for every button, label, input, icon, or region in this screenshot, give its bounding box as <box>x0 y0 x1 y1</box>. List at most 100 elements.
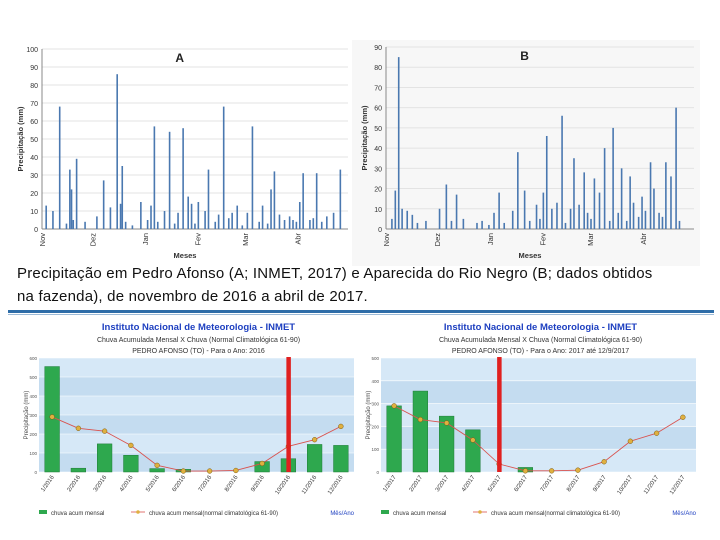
x-tick-label: Fev <box>539 233 548 246</box>
plot-band <box>381 403 696 427</box>
y-tick-label: 80 <box>30 83 38 90</box>
x-tick-label: Dez <box>433 233 442 247</box>
data-bar <box>493 212 495 229</box>
data-bar <box>612 127 614 229</box>
x-tick-label: 1/2017 <box>382 474 398 493</box>
data-bar <box>58 106 61 229</box>
normal-marker <box>601 459 607 465</box>
data-bar <box>517 152 519 229</box>
y-tick-label: 0 <box>34 470 37 475</box>
chart-b: 0 10 20 30 40 50 60 70 80 90 Nov Dez Jan Fev Mar Abr Mes… <box>352 40 700 266</box>
y-tick-label: 400 <box>29 394 37 399</box>
x-tick-label: Abr <box>639 232 648 244</box>
y-tick-label: 80 <box>374 65 382 72</box>
plot-band <box>39 434 354 453</box>
data-bar <box>131 225 134 229</box>
data-bar <box>270 189 272 229</box>
y-tick-label: 90 <box>374 45 382 52</box>
x-tick-label: 1/2016 <box>40 474 56 493</box>
data-bar <box>455 194 458 229</box>
data-bar <box>339 169 342 229</box>
chart-d: Instituto Nacional de Meteorologia - INM… <box>366 322 697 517</box>
monthly-bar <box>307 444 323 473</box>
data-bar <box>119 203 122 229</box>
plot-band <box>381 426 696 450</box>
x-tick-label: Jan <box>486 233 495 245</box>
data-bar <box>545 135 548 229</box>
x-tick-label: 12/2017 <box>669 474 687 496</box>
data-bar <box>207 169 210 229</box>
normal-marker <box>443 420 450 426</box>
data-bar <box>295 221 298 229</box>
y-tick-label: 500 <box>29 375 37 380</box>
y-tick-label: 60 <box>374 106 382 113</box>
data-bar <box>450 220 453 229</box>
data-bar <box>69 169 71 229</box>
data-bar <box>391 218 393 229</box>
x-tick-label: 4/2017 <box>461 474 477 493</box>
data-bar <box>590 218 592 229</box>
caption-line-2: na fazenda), de novembro de 2016 a abril… <box>17 288 368 305</box>
data-bar <box>315 173 318 229</box>
x-tick-label: Nov <box>38 233 47 247</box>
data-bar <box>227 218 230 229</box>
y-tick-label: 200 <box>29 432 37 437</box>
data-bar <box>661 216 664 229</box>
highlight-marker <box>497 357 502 472</box>
inmet-station: PEDRO AFONSO (TO) - Para o Ano: 2016 <box>132 348 265 355</box>
normal-line <box>51 416 342 472</box>
x-axis-title: Meses <box>519 251 542 260</box>
data-bar <box>632 202 635 229</box>
chart-a: 0 10 20 30 40 50 60 70 80 90 100 Nov Dez Jan Fev Mar Abr… <box>16 47 348 260</box>
y-tick-label: 40 <box>30 155 38 162</box>
legend-bar-label: chuva acum mensal <box>51 511 104 517</box>
data-bar <box>603 148 606 229</box>
y-tick-label: 500 <box>371 356 379 361</box>
data-bar <box>96 216 98 229</box>
plot-band <box>39 358 354 377</box>
legend-line-label: chuva acum mensal(normal climatológica 6… <box>491 511 620 517</box>
inmet-title: Instituto Nacional de Meteorologia - INM… <box>102 322 295 333</box>
chart-c: Instituto Nacional de Meteorologia - INM… <box>24 322 355 517</box>
data-bar <box>214 221 217 229</box>
data-bar <box>173 223 176 229</box>
plot-band <box>39 453 354 472</box>
data-bar <box>312 218 315 229</box>
data-bar <box>116 74 118 229</box>
y-axis-title: Precipitação (mm) <box>366 391 372 440</box>
data-bar <box>222 106 225 229</box>
highlight-marker <box>286 357 291 472</box>
data-bar <box>658 212 660 229</box>
x-tick-label: 10/2017 <box>617 474 635 496</box>
chart-title: A <box>175 51 184 65</box>
data-bar <box>278 214 281 229</box>
x-tick-label: Mar <box>586 233 595 246</box>
data-bar <box>298 202 301 229</box>
data-bar <box>190 203 193 229</box>
x-tick-label: 5/2017 <box>487 474 503 493</box>
data-bar <box>401 208 403 229</box>
x-tick-label: 11/2017 <box>643 474 660 495</box>
legend-line-label: chuva acum mensal(normal climatológica 6… <box>149 511 278 517</box>
data-bar <box>194 223 196 229</box>
data-bar <box>197 202 200 229</box>
data-bar <box>649 162 652 229</box>
x-tick-label: 9/2016 <box>250 474 266 493</box>
data-bar <box>578 204 580 229</box>
y-tick-label: 50 <box>30 137 38 144</box>
y-tick-label: 0 <box>376 470 379 475</box>
data-bar <box>168 131 171 229</box>
data-bar <box>288 216 291 229</box>
normal-marker <box>338 423 344 430</box>
data-bar <box>217 214 220 229</box>
data-bar <box>551 208 553 229</box>
data-bar <box>556 202 558 229</box>
data-bar <box>511 210 514 229</box>
data-bar <box>332 212 335 229</box>
data-bar <box>583 172 585 229</box>
x-tick-label: Fev <box>194 233 203 246</box>
y-tick-label: 400 <box>371 379 379 384</box>
x-tick-label: Mar <box>241 233 250 246</box>
data-bar <box>292 220 294 229</box>
legend-bar-swatch <box>39 510 47 514</box>
